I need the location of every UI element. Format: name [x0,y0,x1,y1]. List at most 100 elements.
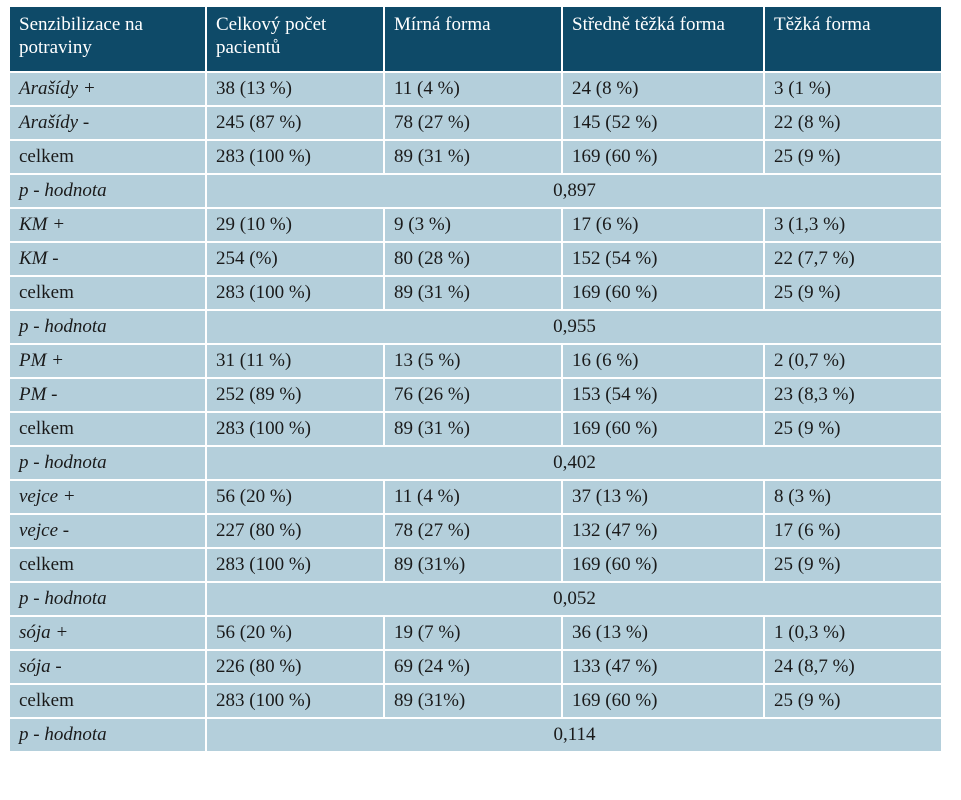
total-patients-cell: 252 (89 %) [205,377,385,413]
severe-form-cell: 1 (0,3 %) [763,615,943,651]
moderate-form-cell: 169 (60 %) [561,139,765,175]
header-moderate-form: Středně těžká forma [561,5,765,73]
p-value-label: p - hodnota [8,717,207,753]
row-label: PM - [8,377,207,413]
moderate-form-cell: 169 (60 %) [561,411,765,447]
moderate-form-cell: 169 (60 %) [561,275,765,311]
total-patients-cell: 283 (100 %) [205,683,385,719]
severe-form-cell: 25 (9 %) [763,683,943,719]
moderate-form-cell: 133 (47 %) [561,649,765,685]
mild-form-cell: 89 (31 %) [383,139,563,175]
header-severe-form: Těžká forma [763,5,943,73]
mild-form-cell: 11 (4 %) [383,71,563,107]
severe-form-cell: 24 (8,7 %) [763,649,943,685]
total-patients-cell: 31 (11 %) [205,343,385,379]
row-label: celkem [8,547,207,583]
mild-form-cell: 13 (5 %) [383,343,563,379]
header-total-patients: Celkový počet pacientů [205,5,385,73]
mild-form-cell: 89 (31 %) [383,411,563,447]
p-value-row: p - hodnota 0,402 [8,445,943,481]
moderate-form-cell: 153 (54 %) [561,377,765,413]
table-row: celkem 283 (100 %) 89 (31 %) 169 (60 %) 25 (… [8,139,943,175]
mild-form-cell: 69 (24 %) [383,649,563,685]
table-row: celkem 283 (100 %) 89 (31%) 169 (60 %) 25 (9… [8,547,943,583]
row-label: sója + [8,615,207,651]
row-label: vejce - [8,513,207,549]
row-label: celkem [8,275,207,311]
severe-form-cell: 25 (9 %) [763,275,943,311]
table-row: celkem 283 (100 %) 89 (31 %) 169 (60 %) 25 (… [8,275,943,311]
moderate-form-cell: 145 (52 %) [561,105,765,141]
p-value: 0,052 [205,581,943,617]
p-value-row: p - hodnota 0,897 [8,173,943,209]
severe-form-cell: 25 (9 %) [763,547,943,583]
header-row: Senzibilizace na potraviny Celkový počet… [8,5,943,73]
mild-form-cell: 76 (26 %) [383,377,563,413]
row-label: Arašídy - [8,105,207,141]
table-row: sója +56 (20 %) 19 (7 %) 36 (13 %) 1 (0,3 %… [8,615,943,651]
total-patients-cell: 254 (%) [205,241,385,277]
mild-form-cell: 78 (27 %) [383,105,563,141]
table-row: PM +31 (11 %) 13 (5 %) 16 (6 %) 2 (0,7 %) [8,343,943,379]
total-patients-cell: 56 (20 %) [205,479,385,515]
table-row: celkem 283 (100 %) 89 (31 %) 169 (60 %) 25 (… [8,411,943,447]
row-label: KM - [8,241,207,277]
row-label: PM + [8,343,207,379]
table-row: Arašídy -245 (87 %) 78 (27 %) 145 (52 %) 22… [8,105,943,141]
mild-form-cell: 9 (3 %) [383,207,563,243]
row-label: vejce + [8,479,207,515]
row-label: celkem [8,683,207,719]
total-patients-cell: 245 (87 %) [205,105,385,141]
mild-form-cell: 89 (31%) [383,547,563,583]
total-patients-cell: 226 (80 %) [205,649,385,685]
table-header: Senzibilizace na potraviny Celkový počet… [8,5,943,73]
severe-form-cell: 3 (1,3 %) [763,207,943,243]
table-row: sója -226 (80 %) 69 (24 %) 133 (47 %) 24 (8… [8,649,943,685]
row-label: celkem [8,411,207,447]
severe-form-cell: 22 (7,7 %) [763,241,943,277]
mild-form-cell: 89 (31%) [383,683,563,719]
header-sensitization: Senzibilizace na potraviny [8,5,207,73]
table-row: KM +29 (10 %) 9 (3 %) 17 (6 %) 3 (1,3 %) [8,207,943,243]
p-value-label: p - hodnota [8,581,207,617]
moderate-form-cell: 132 (47 %) [561,513,765,549]
moderate-form-cell: 17 (6 %) [561,207,765,243]
mild-form-cell: 89 (31 %) [383,275,563,311]
p-value: 0,402 [205,445,943,481]
p-value-label: p - hodnota [8,445,207,481]
p-value-label: p - hodnota [8,173,207,209]
severe-form-cell: 2 (0,7 %) [763,343,943,379]
total-patients-cell: 283 (100 %) [205,139,385,175]
header-mild-form: Mírná forma [383,5,563,73]
total-patients-cell: 283 (100 %) [205,411,385,447]
table-row: vejce +56 (20 %) 11 (4 %) 37 (13 %) 8 (3 %) [8,479,943,515]
moderate-form-cell: 169 (60 %) [561,547,765,583]
moderate-form-cell: 37 (13 %) [561,479,765,515]
table-row: vejce -227 (80 %) 78 (27 %) 132 (47 %) 17 (… [8,513,943,549]
table-row: KM -254 (%) 80 (28 %) 152 (54 %) 22 (7,7 %) [8,241,943,277]
mild-form-cell: 80 (28 %) [383,241,563,277]
severe-form-cell: 22 (8 %) [763,105,943,141]
total-patients-cell: 29 (10 %) [205,207,385,243]
moderate-form-cell: 36 (13 %) [561,615,765,651]
moderate-form-cell: 24 (8 %) [561,71,765,107]
p-value: 0,114 [205,717,943,753]
p-value-row: p - hodnota 0,955 [8,309,943,345]
p-value-row: p - hodnota 0,052 [8,581,943,617]
total-patients-cell: 227 (80 %) [205,513,385,549]
severe-form-cell: 17 (6 %) [763,513,943,549]
table-row: Arašídy +38 (13 %) 11 (4 %) 24 (8 %) 3 (1 %… [8,71,943,107]
total-patients-cell: 38 (13 %) [205,71,385,107]
total-patients-cell: 283 (100 %) [205,547,385,583]
row-label: sója - [8,649,207,685]
severe-form-cell: 23 (8,3 %) [763,377,943,413]
row-label: celkem [8,139,207,175]
moderate-form-cell: 16 (6 %) [561,343,765,379]
severe-form-cell: 25 (9 %) [763,139,943,175]
moderate-form-cell: 152 (54 %) [561,241,765,277]
moderate-form-cell: 169 (60 %) [561,683,765,719]
severe-form-cell: 3 (1 %) [763,71,943,107]
table-row: PM -252 (89 %) 76 (26 %) 153 (54 %) 23 (8,3… [8,377,943,413]
severe-form-cell: 8 (3 %) [763,479,943,515]
table-container: Senzibilizace na potraviny Celkový počet… [8,5,943,753]
